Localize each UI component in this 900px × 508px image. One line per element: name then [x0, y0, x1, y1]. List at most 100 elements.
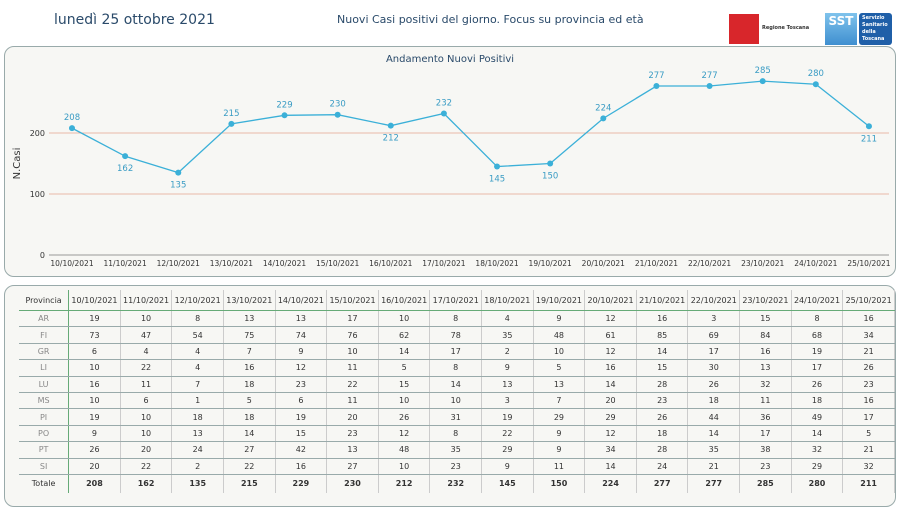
series-line: [71, 80, 870, 174]
value-cell: 28: [636, 376, 689, 393]
value-cell: 26: [68, 441, 121, 459]
value-cell: 4: [171, 343, 224, 361]
value-cell: 21: [842, 343, 895, 361]
data-label: 224: [595, 103, 611, 113]
value-cell: 23: [636, 392, 689, 410]
column-header-date: 17/10/2021: [429, 290, 483, 311]
value-cell: 78: [429, 326, 483, 344]
value-cell: 34: [584, 441, 637, 459]
value-cell: 54: [171, 326, 224, 344]
province-cell: LU: [19, 376, 70, 393]
y-tick-label: 0: [40, 251, 45, 260]
value-cell: 19: [68, 310, 121, 328]
value-cell: 47: [120, 326, 173, 344]
value-cell: 9: [481, 458, 534, 475]
value-cell: 22: [120, 458, 173, 475]
table-row: LI 10 22 4 16 12 11 5 8 9 5 16 15 30 13 17 26: [19, 359, 895, 377]
value-cell: 27: [223, 441, 276, 459]
data-label: 280: [808, 69, 824, 79]
column-header-date: 19/10/2021: [533, 290, 586, 311]
column-header-date: 21/10/2021: [636, 290, 689, 311]
total-cell: 277: [636, 474, 689, 493]
data-point: [175, 169, 182, 176]
value-cell: 9: [68, 425, 121, 443]
value-cell: 18: [687, 392, 741, 410]
value-cell: 23: [275, 376, 328, 393]
data-label: 135: [170, 181, 186, 191]
column-header-date: 15/10/2021: [326, 290, 379, 311]
value-cell: 14: [584, 376, 637, 393]
value-cell: 23: [842, 376, 895, 393]
value-cell: 8: [429, 310, 483, 328]
data-label: 162: [117, 164, 133, 174]
value-cell: 15: [636, 359, 689, 377]
y-tick-label: 200: [30, 129, 45, 138]
value-cell: 42: [275, 441, 328, 459]
value-cell: 15: [739, 310, 792, 328]
data-label: 145: [489, 175, 505, 185]
value-cell: 23: [429, 458, 483, 475]
data-label: 211: [861, 134, 877, 144]
total-cell: 277: [687, 474, 741, 493]
header-date: lunedì 25 ottobre 2021: [54, 12, 215, 28]
value-cell: 3: [481, 392, 534, 410]
value-cell: 21: [687, 458, 741, 475]
province-cell: MS: [19, 392, 70, 410]
value-cell: 6: [120, 392, 173, 410]
value-cell: 4: [120, 343, 173, 361]
province-cell: GR: [19, 343, 70, 361]
province-cell: PT: [19, 441, 70, 459]
table-row: MS 10 6 1 5 6 11 10 10 3 7 20 23 18 11 18 16: [19, 392, 895, 410]
data-point: [69, 125, 75, 132]
value-cell: 24: [636, 458, 689, 475]
column-header-date: 24/10/2021: [791, 290, 844, 311]
value-cell: 8: [429, 359, 483, 377]
value-cell: 17: [687, 343, 741, 361]
value-cell: 48: [378, 441, 431, 459]
value-cell: 29: [533, 408, 586, 426]
x-tick-label: 10/10/2021: [50, 259, 93, 268]
table-row: GR 6 4 4 7 9 10 14 17 2 10 12 14 17 16 19 21: [19, 343, 895, 361]
value-cell: 12: [584, 343, 637, 361]
total-cell: 215: [223, 474, 276, 493]
data-point: [440, 110, 447, 117]
value-cell: 75: [223, 326, 276, 344]
value-cell: 19: [481, 408, 534, 426]
header-title: Nuovi Casi positivi del giorno. Focus su…: [337, 13, 644, 26]
total-cell: 229: [275, 474, 328, 493]
value-cell: 14: [223, 425, 276, 443]
value-cell: 9: [533, 425, 586, 443]
value-cell: 10: [120, 408, 173, 426]
data-label: 212: [383, 134, 399, 144]
totals-label: Totale: [19, 474, 70, 493]
data-point: [547, 160, 554, 167]
column-header-date: 10/10/2021: [68, 290, 121, 311]
value-cell: 20: [68, 458, 121, 475]
cases-table: Provincia 10/10/2021 11/10/2021 12/10/2021 1…: [19, 290, 895, 493]
value-cell: 12: [378, 425, 431, 443]
value-cell: 20: [326, 408, 379, 426]
value-cell: 14: [687, 425, 741, 443]
x-tick-label: 12/10/2021: [157, 259, 200, 268]
value-cell: 8: [791, 310, 844, 328]
value-cell: 17: [842, 408, 895, 426]
total-cell: 280: [791, 474, 844, 493]
chart-panel: Andamento Nuovi Positivi 0 100 200 N.Casi 20…: [4, 46, 896, 277]
value-cell: 16: [842, 392, 895, 410]
value-cell: 36: [739, 408, 792, 426]
value-cell: 17: [791, 359, 844, 377]
total-cell: 208: [68, 474, 121, 493]
value-cell: 18: [791, 392, 844, 410]
value-cell: 15: [275, 425, 328, 443]
value-cell: 19: [68, 408, 121, 426]
value-cell: 69: [687, 326, 741, 344]
x-tick-label: 16/10/2021: [369, 259, 412, 268]
x-tick-label: 18/10/2021: [475, 259, 518, 268]
province-cell: AR: [19, 310, 70, 328]
total-cell: 145: [481, 474, 534, 493]
value-cell: 16: [842, 310, 895, 328]
value-cell: 11: [533, 458, 586, 475]
total-cell: 150: [533, 474, 586, 493]
value-cell: 73: [68, 326, 121, 344]
value-cell: 28: [636, 441, 689, 459]
